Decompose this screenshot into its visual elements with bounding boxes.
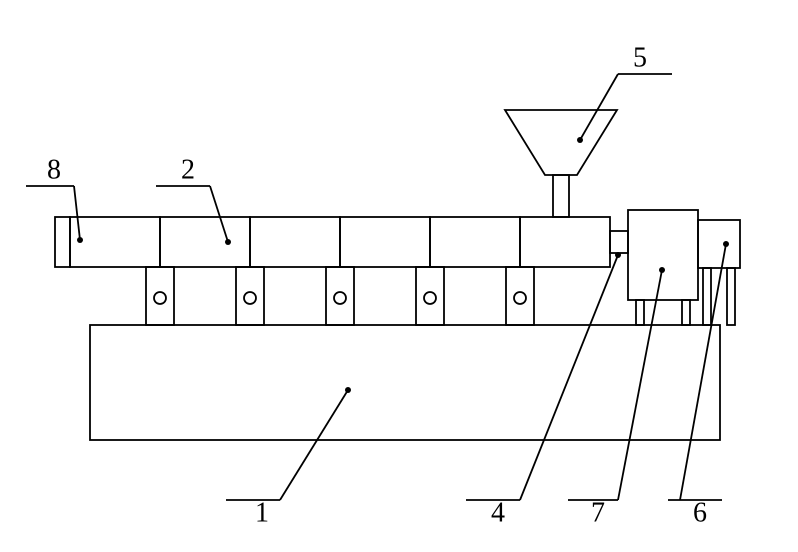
callout-5-label: 5	[633, 42, 647, 73]
support-post-4	[506, 267, 534, 325]
extruder-diagram: 1 2 4 5 6 7 8	[0, 0, 798, 552]
motor-leg-left	[636, 300, 644, 325]
support-bolt-3	[424, 292, 436, 304]
callout-7-dot	[659, 267, 665, 273]
callout-5-leader	[580, 74, 618, 140]
callout-7-label: 7	[591, 497, 605, 528]
barrel-section-4	[430, 217, 520, 267]
connector-bar	[610, 231, 628, 253]
barrel-section-1	[160, 217, 250, 267]
control-leg-right	[727, 268, 735, 325]
control-leg-left	[703, 268, 711, 325]
callout-annotations: 1 2 4 5 6 7 8	[26, 42, 729, 528]
motor-body	[628, 210, 698, 300]
support-post-2	[326, 267, 354, 325]
end-cap	[55, 217, 70, 267]
machine-shapes	[55, 110, 740, 440]
callout-2-dot	[225, 239, 231, 245]
barrel-section-3	[340, 217, 430, 267]
support-bolt-0	[154, 292, 166, 304]
support-bolt-1	[244, 292, 256, 304]
callout-2-label: 2	[181, 154, 195, 185]
callout-5-dot	[577, 137, 583, 143]
base-rect	[90, 325, 720, 440]
support-bolt-4	[514, 292, 526, 304]
barrel-section-5	[520, 217, 610, 267]
callout-2-leader	[210, 186, 228, 242]
barrel-section-0	[70, 217, 160, 267]
hopper-throat	[553, 175, 569, 217]
callout-6-label: 6	[693, 497, 707, 528]
callout-8-dot	[77, 237, 83, 243]
callout-4-label: 4	[491, 497, 505, 528]
hopper-body	[505, 110, 617, 175]
support-post-3	[416, 267, 444, 325]
support-post-1	[236, 267, 264, 325]
callout-8-label: 8	[47, 154, 61, 185]
support-post-0	[146, 267, 174, 325]
callout-1-leader	[280, 390, 348, 500]
support-bolt-2	[334, 292, 346, 304]
callout-7-leader	[618, 270, 662, 500]
callout-1-label: 1	[255, 497, 269, 528]
barrel-section-2	[250, 217, 340, 267]
motor-leg-right	[682, 300, 690, 325]
callout-6-dot	[723, 241, 729, 247]
callout-8-leader	[74, 186, 80, 240]
callout-4-dot	[615, 252, 621, 258]
callout-1-dot	[345, 387, 351, 393]
control-box	[698, 220, 740, 268]
